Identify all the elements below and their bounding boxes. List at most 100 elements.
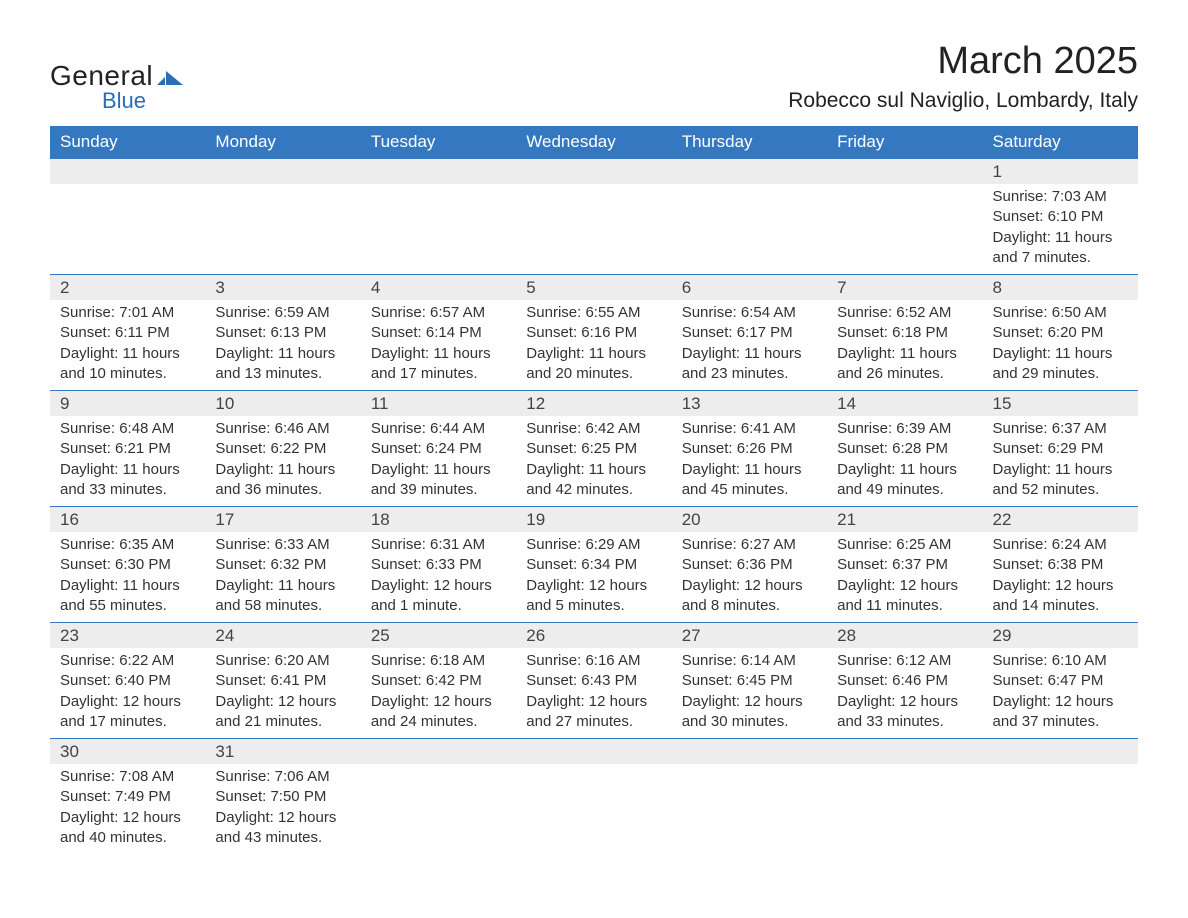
day-details	[827, 764, 982, 773]
sunset-text: Sunset: 6:11 PM	[60, 323, 195, 343]
day-cell-content	[983, 764, 1138, 854]
day-cell-number: 28	[827, 623, 982, 649]
day-details	[672, 764, 827, 773]
daylight-text: Daylight: 11 hours and 23 minutes.	[682, 344, 817, 385]
sunrise-text: Sunrise: 6:18 AM	[371, 651, 506, 671]
day-details: Sunrise: 6:14 AMSunset: 6:45 PMDaylight:…	[672, 648, 827, 738]
sunset-text: Sunset: 6:43 PM	[526, 671, 661, 691]
day-number	[672, 739, 827, 744]
sunset-text: Sunset: 6:25 PM	[526, 439, 661, 459]
day-number: 18	[361, 507, 516, 532]
daycontent-row: Sunrise: 6:22 AMSunset: 6:40 PMDaylight:…	[50, 648, 1138, 739]
daylight-text: Daylight: 11 hours and 39 minutes.	[371, 460, 506, 501]
sunset-text: Sunset: 6:14 PM	[371, 323, 506, 343]
day-number: 4	[361, 275, 516, 300]
daylight-text: Daylight: 12 hours and 24 minutes.	[371, 692, 506, 733]
day-number: 16	[50, 507, 205, 532]
day-cell-number: 8	[983, 275, 1138, 301]
day-number	[361, 739, 516, 744]
day-details	[50, 184, 205, 193]
day-details: Sunrise: 6:31 AMSunset: 6:33 PMDaylight:…	[361, 532, 516, 622]
day-details: Sunrise: 6:42 AMSunset: 6:25 PMDaylight:…	[516, 416, 671, 506]
daylight-text: Daylight: 11 hours and 52 minutes.	[993, 460, 1128, 501]
sunset-text: Sunset: 6:33 PM	[371, 555, 506, 575]
sunrise-text: Sunrise: 6:14 AM	[682, 651, 817, 671]
location: Robecco sul Naviglio, Lombardy, Italy	[788, 89, 1138, 113]
sunset-text: Sunset: 6:16 PM	[526, 323, 661, 343]
sunrise-text: Sunrise: 6:44 AM	[371, 419, 506, 439]
day-cell-content: Sunrise: 7:01 AMSunset: 6:11 PMDaylight:…	[50, 300, 205, 391]
day-cell-content: Sunrise: 6:18 AMSunset: 6:42 PMDaylight:…	[361, 648, 516, 739]
day-cell-content	[672, 764, 827, 854]
sunset-text: Sunset: 6:40 PM	[60, 671, 195, 691]
day-details: Sunrise: 6:41 AMSunset: 6:26 PMDaylight:…	[672, 416, 827, 506]
sunset-text: Sunset: 6:29 PM	[993, 439, 1128, 459]
sunrise-text: Sunrise: 6:50 AM	[993, 303, 1128, 323]
day-cell-number	[672, 159, 827, 185]
day-details: Sunrise: 6:25 AMSunset: 6:37 PMDaylight:…	[827, 532, 982, 622]
sunset-text: Sunset: 6:22 PM	[215, 439, 350, 459]
day-details: Sunrise: 6:48 AMSunset: 6:21 PMDaylight:…	[50, 416, 205, 506]
day-cell-number: 2	[50, 275, 205, 301]
day-cell-number: 1	[983, 159, 1138, 185]
day-cell-number: 20	[672, 507, 827, 533]
sunset-text: Sunset: 6:18 PM	[837, 323, 972, 343]
logo: General Blue	[50, 40, 183, 114]
month-title: March 2025	[788, 40, 1138, 83]
sunrise-text: Sunrise: 6:33 AM	[215, 535, 350, 555]
sunset-text: Sunset: 6:17 PM	[682, 323, 817, 343]
weekday-header: Saturday	[983, 126, 1138, 159]
daynum-row: 3031	[50, 739, 1138, 765]
day-number: 26	[516, 623, 671, 648]
day-details: Sunrise: 7:01 AMSunset: 6:11 PMDaylight:…	[50, 300, 205, 390]
daylight-text: Daylight: 12 hours and 1 minute.	[371, 576, 506, 617]
daylight-text: Daylight: 12 hours and 21 minutes.	[215, 692, 350, 733]
daycontent-row: Sunrise: 6:48 AMSunset: 6:21 PMDaylight:…	[50, 416, 1138, 507]
day-details: Sunrise: 6:12 AMSunset: 6:46 PMDaylight:…	[827, 648, 982, 738]
day-details	[672, 184, 827, 193]
daylight-text: Daylight: 12 hours and 37 minutes.	[993, 692, 1128, 733]
sunset-text: Sunset: 6:41 PM	[215, 671, 350, 691]
sunset-text: Sunset: 6:46 PM	[837, 671, 972, 691]
day-cell-content: Sunrise: 6:59 AMSunset: 6:13 PMDaylight:…	[205, 300, 360, 391]
day-details: Sunrise: 6:20 AMSunset: 6:41 PMDaylight:…	[205, 648, 360, 738]
day-cell-number: 19	[516, 507, 671, 533]
day-number: 17	[205, 507, 360, 532]
day-cell-content: Sunrise: 6:22 AMSunset: 6:40 PMDaylight:…	[50, 648, 205, 739]
sunrise-text: Sunrise: 7:08 AM	[60, 767, 195, 787]
sunrise-text: Sunrise: 6:39 AM	[837, 419, 972, 439]
day-number: 31	[205, 739, 360, 764]
day-details	[983, 764, 1138, 773]
day-number: 23	[50, 623, 205, 648]
day-details: Sunrise: 6:35 AMSunset: 6:30 PMDaylight:…	[50, 532, 205, 622]
day-number: 14	[827, 391, 982, 416]
sunrise-text: Sunrise: 6:42 AM	[526, 419, 661, 439]
daylight-text: Daylight: 12 hours and 43 minutes.	[215, 808, 350, 849]
weekday-header: Thursday	[672, 126, 827, 159]
day-cell-content	[361, 764, 516, 854]
day-cell-number: 4	[361, 275, 516, 301]
weekday-header: Wednesday	[516, 126, 671, 159]
sunrise-text: Sunrise: 6:59 AM	[215, 303, 350, 323]
sunrise-text: Sunrise: 6:41 AM	[682, 419, 817, 439]
sunrise-text: Sunrise: 6:52 AM	[837, 303, 972, 323]
day-cell-number	[516, 159, 671, 185]
day-cell-content: Sunrise: 6:16 AMSunset: 6:43 PMDaylight:…	[516, 648, 671, 739]
sunset-text: Sunset: 6:13 PM	[215, 323, 350, 343]
weekday-header: Monday	[205, 126, 360, 159]
day-details	[516, 184, 671, 193]
daylight-text: Daylight: 12 hours and 5 minutes.	[526, 576, 661, 617]
sunset-text: Sunset: 6:30 PM	[60, 555, 195, 575]
day-cell-number: 25	[361, 623, 516, 649]
day-number: 8	[983, 275, 1138, 300]
day-number: 21	[827, 507, 982, 532]
sunrise-text: Sunrise: 6:29 AM	[526, 535, 661, 555]
sunset-text: Sunset: 6:38 PM	[993, 555, 1128, 575]
daylight-text: Daylight: 11 hours and 45 minutes.	[682, 460, 817, 501]
day-details: Sunrise: 7:03 AMSunset: 6:10 PMDaylight:…	[983, 184, 1138, 274]
day-details: Sunrise: 6:24 AMSunset: 6:38 PMDaylight:…	[983, 532, 1138, 622]
day-cell-number: 14	[827, 391, 982, 417]
daylight-text: Daylight: 11 hours and 42 minutes.	[526, 460, 661, 501]
day-cell-number	[361, 739, 516, 765]
day-number: 25	[361, 623, 516, 648]
